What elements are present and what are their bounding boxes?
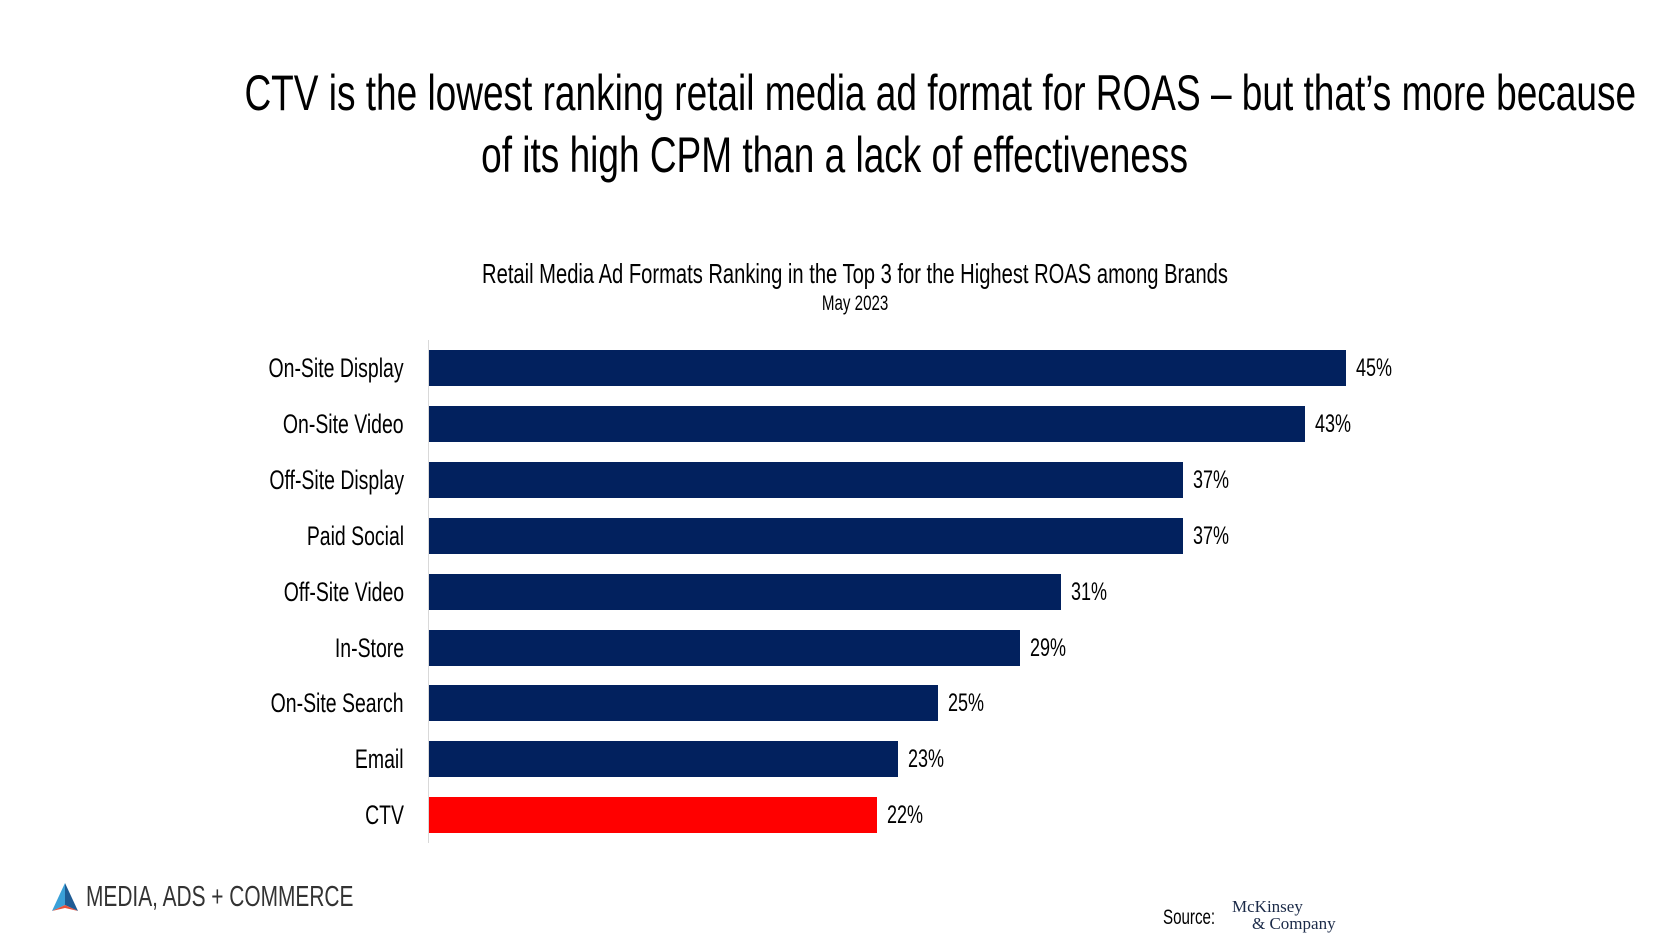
category-label: On-Site Video [236,406,404,442]
bar-row: In-Store 29% [0,629,1670,666]
category-label-text: In-Store [334,632,404,663]
category-label: On-Site Search [219,685,404,721]
data-label: 22% [887,797,937,833]
bar-row: Off-Site Display 37% [0,461,1670,498]
category-label: Paid Social [269,518,404,554]
data-label-text: 22% [887,801,924,830]
data-label: 25% [948,685,998,721]
category-label: Email [336,741,404,777]
bar [429,685,939,722]
bar-row: Paid Social 37% [0,517,1670,554]
category-label-text: Paid Social [306,520,404,551]
data-label-text: 45% [1356,354,1393,382]
category-label-text: Off-Site Display [269,464,404,495]
data-label: 45% [1356,350,1406,386]
bar [429,461,1183,498]
category-label: In-Store [308,630,404,666]
y-axis-line [428,340,429,843]
bar [429,517,1183,554]
headline: CTV is the lowest ranking retail media a… [0,62,1670,186]
bar-row: On-Site Display 45% [0,350,1670,386]
data-label-text: 25% [948,689,985,718]
bar-row: On-Site Search 25% [0,685,1670,722]
chart-subtitle-wrap: May 2023 [0,292,1670,316]
brand-logo: MEDIA, ADS + COMMERCE [50,880,457,914]
data-label: 43% [1315,406,1365,442]
chart-title-wrap: Retail Media Ad Formats Ranking in the T… [0,258,1670,290]
data-label-text: 31% [1070,577,1107,606]
data-label-text: 37% [1192,521,1230,550]
data-label-text: 23% [907,745,944,774]
data-label-text: 37% [1192,465,1230,494]
category-label: On-Site Display [216,350,404,386]
category-label: Off-Site Display [217,462,404,498]
data-label-text: 29% [1029,633,1066,662]
brand-name: MEDIA, ADS + COMMERCE [86,880,354,913]
data-label: 37% [1193,518,1243,554]
category-label-text: Off-Site Video [283,576,404,607]
data-label: 37% [1193,462,1243,498]
bar [429,573,1061,610]
triangle-logo-icon [52,883,78,911]
data-label-text: 43% [1315,409,1352,438]
bar-row: CTV 22% [0,797,1670,834]
bar [429,350,1346,386]
source-logo: McKinsey & Company [1232,898,1336,932]
bar [429,405,1306,442]
chart-subtitle: May 2023 [821,292,889,315]
data-label: 31% [1071,574,1121,610]
source-line-2: & Company [1252,914,1336,933]
category-label-text: Email [355,744,404,775]
bar-row: Off-Site Video 31% [0,573,1670,610]
category-label-text: On-Site Search [271,688,404,719]
category-label-text: On-Site Display [268,353,404,383]
data-label: 23% [908,741,958,777]
bar [429,797,878,834]
category-label-text: CTV [365,800,404,831]
data-label: 29% [1030,630,1080,666]
headline-line-2: of its high CPM than a lack of effective… [481,127,1189,183]
category-label: CTV [350,797,404,833]
category-label-text: On-Site Video [283,408,404,439]
bar-row: On-Site Video 43% [0,405,1670,442]
source-line-1: McKinsey [1232,897,1303,916]
chart-title: Retail Media Ad Formats Ranking in the T… [482,258,1228,289]
bar [429,741,898,778]
category-label: Off-Site Video [237,574,404,610]
bar-row: Email 23% [0,741,1670,778]
headline-line-1: CTV is the lowest ranking retail media a… [244,65,1637,121]
source-label: Source: [1163,906,1216,929]
bar [429,629,1020,666]
